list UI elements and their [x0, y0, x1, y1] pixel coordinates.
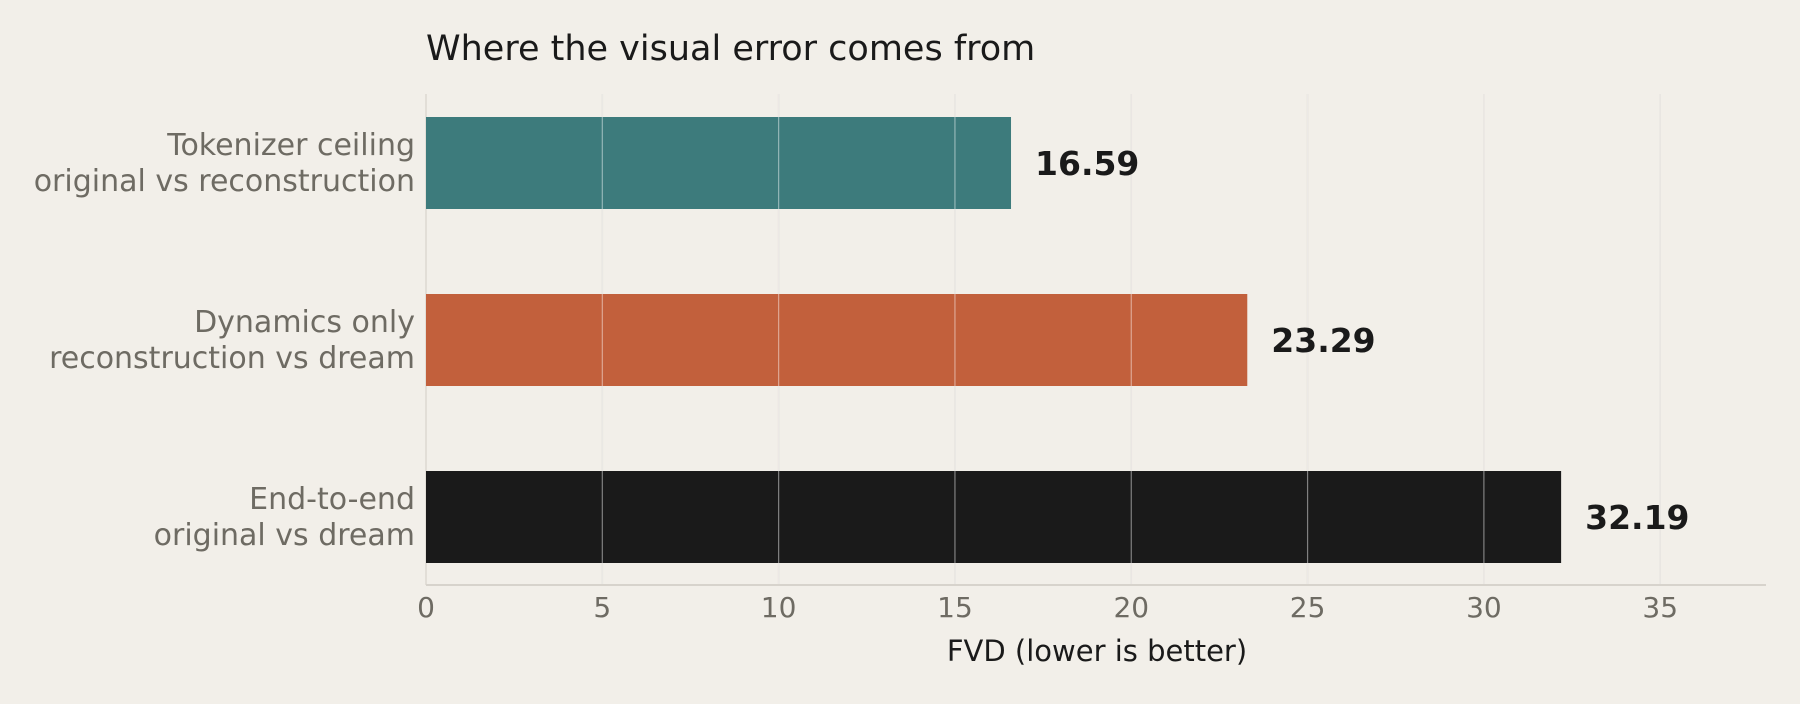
x-tick-label-0: 0 [417, 591, 435, 624]
x-axis-title: FVD (lower is better) [947, 634, 1247, 668]
chart-title: Where the visual error comes from [426, 29, 1035, 69]
category-label-line: original vs reconstruction [34, 164, 415, 199]
bar-1 [426, 117, 1012, 209]
x-axis: 0 5 10 15 20 25 30 35 [417, 584, 1766, 624]
bar-3 [426, 471, 1562, 563]
value-label-1: 16.59 [1035, 144, 1139, 183]
category-label-line: reconstruction vs dream [49, 341, 415, 376]
x-tick-label-10: 10 [761, 591, 797, 624]
x-tick-label-35: 35 [1642, 591, 1678, 624]
category-label-line: End-to-end [249, 482, 415, 517]
value-labels: 16.59 23.29 32.19 [1035, 144, 1689, 537]
category-label-1: Tokenizer ceiling original vs reconstruct… [34, 128, 415, 199]
x-tick-label-30: 30 [1466, 591, 1502, 624]
category-label-3: End-to-end original vs dream [154, 482, 415, 553]
category-label-line: original vs dream [154, 518, 415, 553]
x-tick-label-25: 25 [1290, 591, 1326, 624]
bars [426, 117, 1562, 563]
category-labels: Tokenizer ceiling original vs reconstruct… [34, 128, 415, 553]
grid-lines-over-bars [601, 94, 1661, 585]
category-label-2: Dynamics only reconstruction vs dream [49, 305, 415, 376]
value-label-3: 32.19 [1585, 498, 1689, 537]
x-tick-label-20: 20 [1113, 591, 1149, 624]
bar-2 [426, 294, 1248, 386]
x-tick-label-15: 15 [937, 591, 973, 624]
category-label-line: Tokenizer ceiling [166, 128, 415, 163]
value-label-2: 23.29 [1271, 321, 1375, 360]
category-label-line: Dynamics only [194, 305, 415, 340]
x-tick-label-5: 5 [593, 591, 611, 624]
